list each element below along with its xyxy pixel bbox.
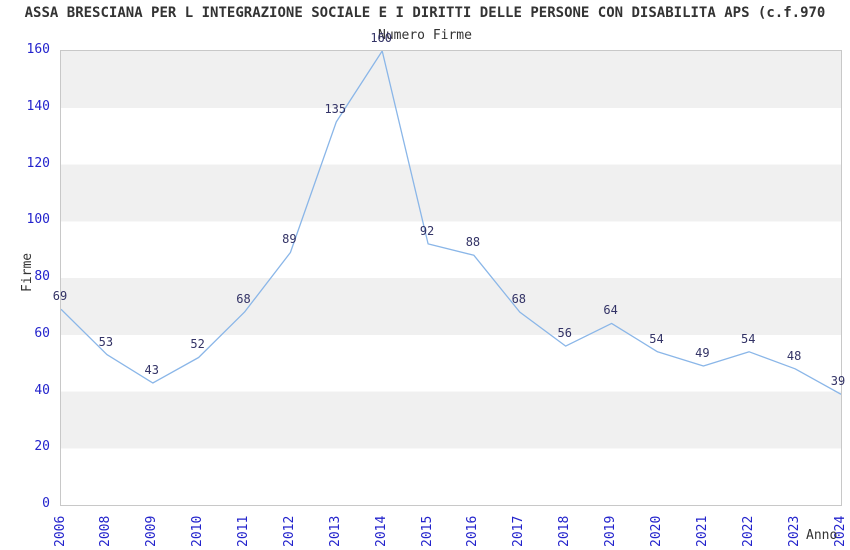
data-point-label: 52 xyxy=(190,337,205,352)
x-tick-label: 2013 xyxy=(327,515,343,547)
data-point-label: 53 xyxy=(98,334,114,349)
data-point-label: 92 xyxy=(419,223,435,238)
x-axis-title: Anno xyxy=(806,528,838,543)
y-tick-label: 0 xyxy=(42,496,50,511)
x-tick-label: 2008 xyxy=(98,515,114,547)
x-tick-label: 2012 xyxy=(281,515,297,547)
x-tick-label: 2006 xyxy=(52,515,68,547)
x-tick-label: 2015 xyxy=(419,515,435,547)
x-tick-label: 2022 xyxy=(740,515,756,547)
data-point-label: 43 xyxy=(144,362,159,377)
data-point-label: 48 xyxy=(786,348,802,363)
y-tick-label: 80 xyxy=(34,269,50,284)
x-tick-label: 2011 xyxy=(236,515,252,547)
x-tick-label: 2017 xyxy=(511,515,527,547)
y-axis-title: Firme xyxy=(20,252,35,292)
line-series-svg xyxy=(61,51,841,395)
y-tick-label: 20 xyxy=(34,439,50,455)
y-tick-label: 100 xyxy=(26,212,50,228)
data-point-label: 89 xyxy=(282,232,297,247)
plot-area xyxy=(60,50,842,506)
x-tick-label: 2021 xyxy=(694,515,710,547)
x-tick-label: 2009 xyxy=(144,515,160,547)
x-tick-label: 2020 xyxy=(648,515,664,547)
data-point-label: 160 xyxy=(370,31,393,45)
data-point-label: 39 xyxy=(830,374,846,389)
y-tick-label: 140 xyxy=(26,98,50,114)
x-tick-label: 2016 xyxy=(465,515,481,547)
y-tick-label: 60 xyxy=(34,325,50,341)
x-tick-label: 2014 xyxy=(373,515,389,547)
data-point-label: 68 xyxy=(236,292,251,307)
chart-title: Numero Firme xyxy=(378,28,472,43)
y-tick-label: 120 xyxy=(26,155,50,171)
data-point-label: 56 xyxy=(557,326,572,341)
page-title: ASSA BRESCIANA PER L INTEGRAZIONE SOCIAL… xyxy=(24,5,826,21)
data-point-label: 88 xyxy=(465,235,481,250)
x-tick-label: 2018 xyxy=(557,515,573,547)
data-point-label: 69 xyxy=(52,289,68,304)
x-tick-label: 2010 xyxy=(190,515,206,547)
data-point-label: 135 xyxy=(324,101,347,116)
data-point-label: 49 xyxy=(695,345,710,360)
x-tick-label: 2023 xyxy=(786,515,802,547)
y-tick-label: 40 xyxy=(34,382,50,398)
data-point-label: 68 xyxy=(511,292,527,307)
data-point-label: 64 xyxy=(603,303,618,318)
line-series-firme xyxy=(61,51,841,395)
data-point-label: 54 xyxy=(649,331,664,346)
data-point-label: 54 xyxy=(741,331,756,346)
x-tick-label: 2019 xyxy=(603,515,619,547)
y-tick-label: 160 xyxy=(26,42,50,57)
